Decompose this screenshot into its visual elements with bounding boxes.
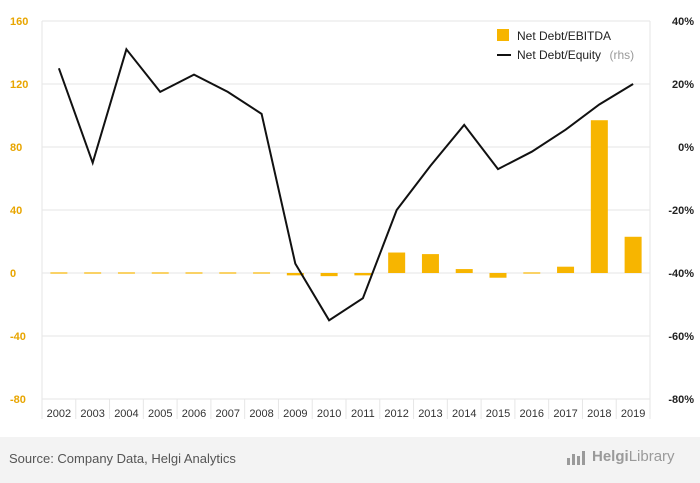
x-tick-label: 2013 [418,408,442,420]
y-right-tick-label: -80% [668,394,694,406]
y-right-tick-label: 40% [672,16,694,28]
bar [489,273,507,278]
bar [523,272,541,274]
bar [388,252,406,273]
x-tick-label: 2012 [384,408,408,420]
source-text: Source: Company Data, Helgi Analytics [9,451,236,466]
x-tick-label: 2019 [621,408,645,420]
x-tick-label: 2017 [553,408,577,420]
bar [455,269,473,273]
logo-text: HelgiLibrary [592,448,675,465]
x-tick-label: 2006 [182,408,206,420]
legend-label-line-suffix: (rhs) [610,48,635,62]
bar [84,272,102,274]
bar [219,272,237,274]
x-tick-label: 2018 [587,408,611,420]
logo-name: Helgi [592,448,629,465]
x-tick-label: 2005 [148,408,172,420]
x-tick-label: 2004 [114,408,138,420]
gridlines [41,20,651,419]
y-right-tick-label: -40% [668,268,694,280]
bar [354,273,372,276]
y-left-tick-label: 160 [10,16,28,28]
axes: -80 -40 0 40 80 120 160 -80% -60% -40% -20% 0% 20% 40… [10,16,694,420]
bar [185,272,203,274]
bar [320,273,338,277]
bar [151,272,169,274]
y-right-tick-label: 0% [678,142,694,154]
logo-suffix: Library [628,448,675,465]
y-left-tick-label: 80 [10,142,22,154]
bar-series [50,120,642,278]
x-tick-label: 2002 [47,408,71,420]
y-left-tick-label: 0 [10,268,16,280]
line-path [57,47,634,322]
y-left-tick-label: 40 [10,205,22,217]
bar [253,272,271,274]
bar [557,266,575,273]
line-series [57,47,634,322]
y-left-tick-label: -80 [10,394,26,406]
bar [590,120,608,273]
x-tick-label: 2014 [452,408,476,420]
x-tick-label: 2016 [520,408,544,420]
legend: Net Debt/EBITDA Net Debt/Equity (rhs) [497,29,634,63]
y-right-tick-label: -60% [668,331,694,343]
helgi-library-logo: HelgiLibrary [566,448,675,465]
x-tick-label: 2007 [216,408,240,420]
y-left-tick-label: 120 [10,79,28,91]
legend-label-bar: Net Debt/EBITDA [517,29,611,43]
y-left-tick-label: -40 [10,331,26,343]
x-tick-label: 2003 [80,408,104,420]
y-right-tick-label: 20% [672,79,694,91]
legend-swatch-bar [497,29,509,41]
legend-label-line-name: Net Debt/Equity [517,48,601,62]
bar [50,272,68,274]
legend-label-line: Net Debt/Equity (rhs) [517,46,634,63]
chart-bars-icon [567,450,585,465]
x-tick-label: 2011 [351,408,375,420]
x-tick-label: 2010 [317,408,341,420]
x-tick-label: 2008 [249,408,273,420]
bar [117,272,135,274]
bar [624,236,642,273]
x-tick-label: 2015 [486,408,510,420]
bar [421,254,439,273]
x-tick-label: 2009 [283,408,307,420]
y-right-tick-label: -20% [668,205,694,217]
bar [286,273,304,276]
